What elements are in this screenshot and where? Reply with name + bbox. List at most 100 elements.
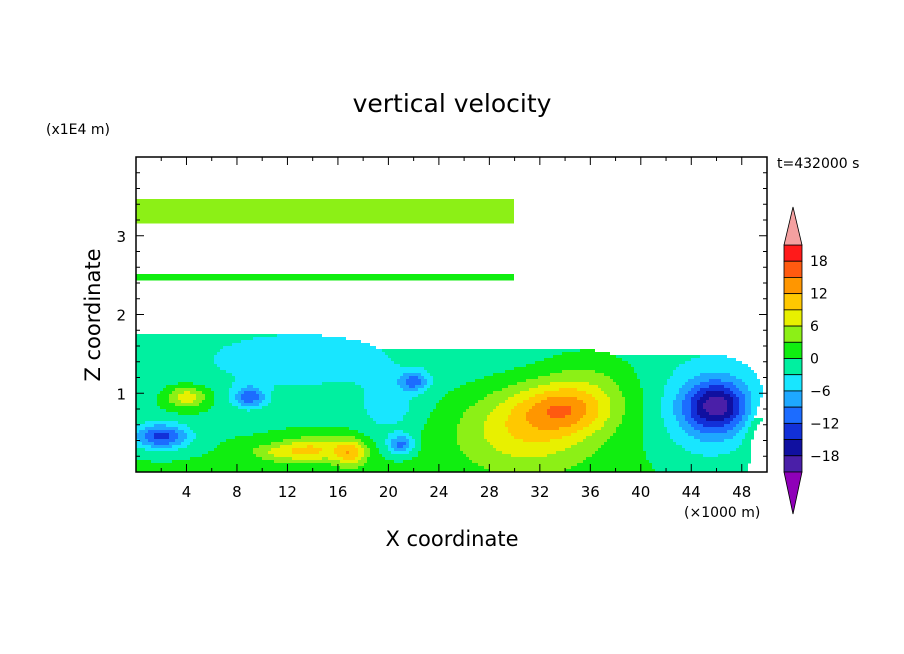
contour-cell (709, 397, 724, 401)
contour-cell (271, 442, 292, 446)
contour-cell (385, 457, 412, 461)
contour-cell (232, 385, 247, 389)
contour-cell (172, 445, 187, 449)
contour-cell (373, 418, 403, 422)
contour-cell (679, 424, 691, 428)
contour-cell (697, 412, 709, 416)
contour-cell (730, 394, 736, 398)
contour-cell (217, 352, 385, 356)
contour-cell (406, 442, 409, 446)
contour-cell (283, 439, 361, 443)
contour-cell (586, 457, 646, 461)
contour-cell (232, 373, 403, 377)
contour-cell (625, 409, 643, 413)
contour-cell (433, 376, 484, 380)
contour-cell (145, 448, 178, 452)
contour-cell (610, 400, 625, 404)
contour-cell (202, 454, 256, 458)
contour-cell (358, 448, 364, 452)
contour-cell (382, 454, 418, 458)
contour-cell (601, 427, 616, 431)
contour-cell (691, 451, 730, 455)
contour-cell (610, 403, 625, 407)
contour-cell (733, 418, 742, 422)
contour-cell (454, 388, 502, 392)
contour-cell (217, 445, 259, 449)
contour-cell (700, 382, 733, 386)
contour-cell (550, 439, 583, 443)
contour-cell (745, 406, 751, 410)
contour-cell (700, 355, 727, 359)
contour-cell (730, 421, 739, 425)
contour-cell (427, 370, 505, 374)
contour-cell (625, 400, 643, 404)
contour-cell (400, 385, 409, 389)
contour-cell (145, 436, 154, 440)
colorbar-extend-min (783, 471, 803, 515)
contour-cell (598, 448, 643, 452)
contour-cell (598, 412, 610, 416)
contour-cell (535, 361, 628, 365)
contour-cell (526, 418, 580, 422)
contour-cell (439, 400, 478, 404)
contour-cell (547, 454, 592, 458)
contour-cell (427, 388, 454, 392)
contour-cell (736, 376, 757, 380)
contour-cell (136, 451, 208, 455)
contour-cell (409, 409, 433, 413)
contour-cell (145, 433, 154, 437)
contour-cell (571, 445, 601, 449)
contour-cell (571, 406, 586, 410)
contour-cell (196, 436, 235, 440)
contour-cell (157, 403, 175, 407)
contour-cell (160, 406, 211, 410)
contour-cell (364, 454, 370, 458)
contour-cell (583, 415, 598, 419)
contour-cell (136, 400, 157, 404)
contour-cell (220, 349, 382, 353)
contour-cell (745, 433, 754, 437)
contour-cell (586, 403, 598, 407)
contour-cell (370, 436, 388, 440)
contour-cell (421, 436, 457, 440)
contour-cell (700, 430, 727, 434)
contour-cell (382, 349, 580, 353)
contour-cell (406, 382, 421, 386)
contour-cell (136, 214, 514, 218)
contour-cell (598, 400, 610, 404)
contour-cell (424, 427, 457, 431)
contour-cell (313, 445, 337, 449)
contour-cell (493, 391, 520, 395)
contour-cell (238, 406, 262, 410)
contour-cell (523, 439, 550, 443)
contour-cell (526, 379, 613, 383)
contour-cell (745, 436, 754, 440)
contour-cell (364, 451, 370, 455)
contour-cell (358, 460, 367, 464)
contour-cell (640, 385, 664, 389)
contour-cell (634, 367, 676, 371)
contour-cell (703, 424, 724, 428)
contour-cell (619, 424, 643, 428)
contour-cell (580, 418, 595, 422)
contour-cell (205, 394, 214, 398)
contour-cell (736, 424, 745, 428)
contour-cell (229, 394, 235, 398)
contour-cell (691, 397, 700, 401)
contour-cell (688, 379, 709, 383)
contour-cell (652, 463, 748, 467)
contour-cell (229, 388, 241, 392)
contour-cell (664, 391, 679, 395)
contour-cell (370, 415, 403, 419)
contour-cell (421, 373, 430, 377)
contour-cell (136, 448, 145, 452)
contour-cell (745, 409, 751, 413)
contour-cell (460, 421, 484, 425)
contour-cell (136, 424, 154, 428)
contour-cell (724, 412, 733, 416)
contour-cell (679, 388, 691, 392)
contour-cell (655, 469, 748, 472)
contour-cell (136, 391, 160, 395)
contour-cell (268, 430, 358, 434)
